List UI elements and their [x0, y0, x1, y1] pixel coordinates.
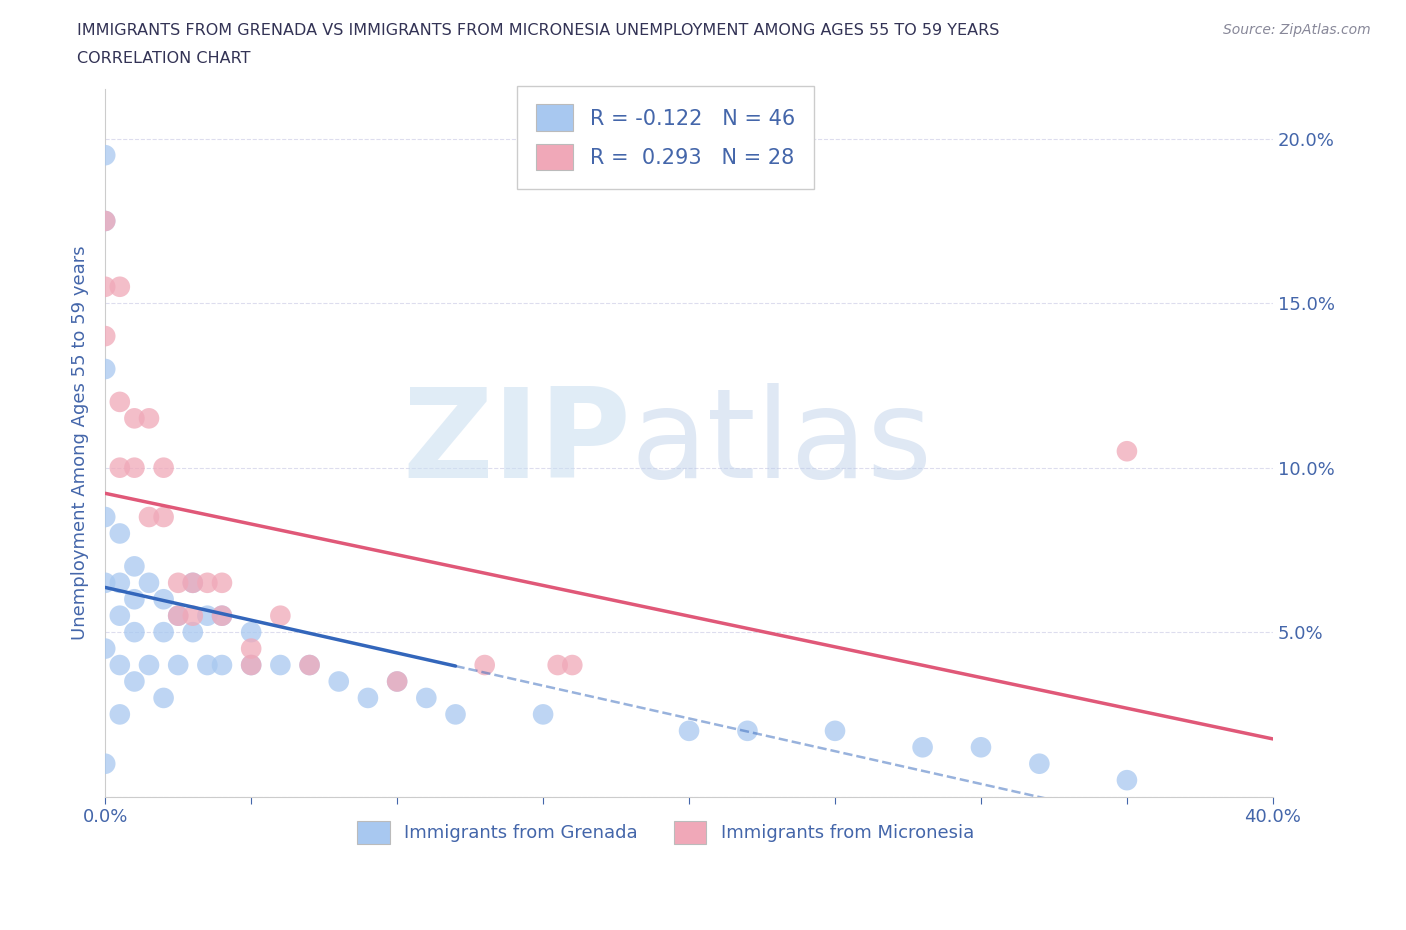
Point	[444, 707, 467, 722]
Point	[167, 658, 190, 672]
Point	[167, 608, 190, 623]
Point	[181, 625, 204, 640]
Point	[94, 148, 117, 163]
Point	[94, 641, 117, 656]
Point	[138, 411, 160, 426]
Point	[240, 658, 263, 672]
Point	[124, 411, 146, 426]
Point	[94, 362, 117, 377]
Point	[124, 559, 146, 574]
Point	[108, 394, 131, 409]
Text: Source: ZipAtlas.com: Source: ZipAtlas.com	[1223, 23, 1371, 37]
Point	[167, 576, 190, 591]
Point	[124, 591, 146, 606]
Point	[531, 707, 554, 722]
Point	[152, 460, 174, 475]
Point	[240, 625, 263, 640]
Point	[240, 658, 263, 672]
Point	[357, 690, 380, 705]
Point	[211, 608, 233, 623]
Point	[94, 576, 117, 591]
Point	[1116, 444, 1139, 458]
Point	[1028, 756, 1050, 771]
Point	[152, 625, 174, 640]
Point	[138, 576, 160, 591]
Text: atlas: atlas	[631, 382, 932, 503]
Point	[167, 608, 190, 623]
Point	[181, 576, 204, 591]
Text: IMMIGRANTS FROM GRENADA VS IMMIGRANTS FROM MICRONESIA UNEMPLOYMENT AMONG AGES 55: IMMIGRANTS FROM GRENADA VS IMMIGRANTS FR…	[77, 23, 1000, 38]
Point	[824, 724, 846, 738]
Point	[108, 707, 131, 722]
Point	[474, 658, 496, 672]
Point	[138, 658, 160, 672]
Point	[385, 674, 408, 689]
Point	[152, 690, 174, 705]
Legend: Immigrants from Grenada, Immigrants from Micronesia: Immigrants from Grenada, Immigrants from…	[343, 806, 988, 858]
Point	[108, 658, 131, 672]
Point	[94, 279, 117, 294]
Point	[298, 658, 321, 672]
Point	[298, 658, 321, 672]
Point	[108, 279, 131, 294]
Point	[240, 641, 263, 656]
Point	[385, 674, 408, 689]
Point	[328, 674, 350, 689]
Point	[181, 576, 204, 591]
Text: CORRELATION CHART: CORRELATION CHART	[77, 51, 250, 66]
Point	[124, 625, 146, 640]
Point	[94, 214, 117, 229]
Point	[94, 510, 117, 525]
Point	[211, 608, 233, 623]
Point	[269, 658, 291, 672]
Point	[94, 328, 117, 343]
Point	[970, 740, 993, 755]
Point	[911, 740, 934, 755]
Point	[195, 608, 218, 623]
Point	[737, 724, 759, 738]
Point	[415, 690, 437, 705]
Point	[211, 576, 233, 591]
Point	[561, 658, 583, 672]
Point	[678, 724, 700, 738]
Point	[181, 608, 204, 623]
Point	[124, 460, 146, 475]
Point	[1116, 773, 1139, 788]
Point	[94, 756, 117, 771]
Point	[138, 510, 160, 525]
Point	[108, 576, 131, 591]
Point	[152, 591, 174, 606]
Point	[152, 510, 174, 525]
Point	[108, 526, 131, 541]
Point	[547, 658, 569, 672]
Point	[108, 608, 131, 623]
Point	[211, 658, 233, 672]
Point	[108, 460, 131, 475]
Point	[124, 674, 146, 689]
Text: ZIP: ZIP	[402, 382, 631, 503]
Point	[195, 658, 218, 672]
Point	[269, 608, 291, 623]
Point	[195, 576, 218, 591]
Y-axis label: Unemployment Among Ages 55 to 59 years: Unemployment Among Ages 55 to 59 years	[72, 246, 89, 641]
Point	[94, 214, 117, 229]
